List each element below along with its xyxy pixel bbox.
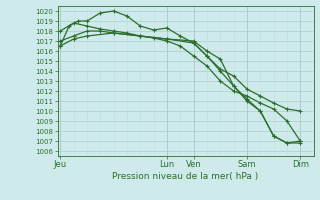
X-axis label: Pression niveau de la mer( hPa ): Pression niveau de la mer( hPa ) (112, 172, 259, 181)
